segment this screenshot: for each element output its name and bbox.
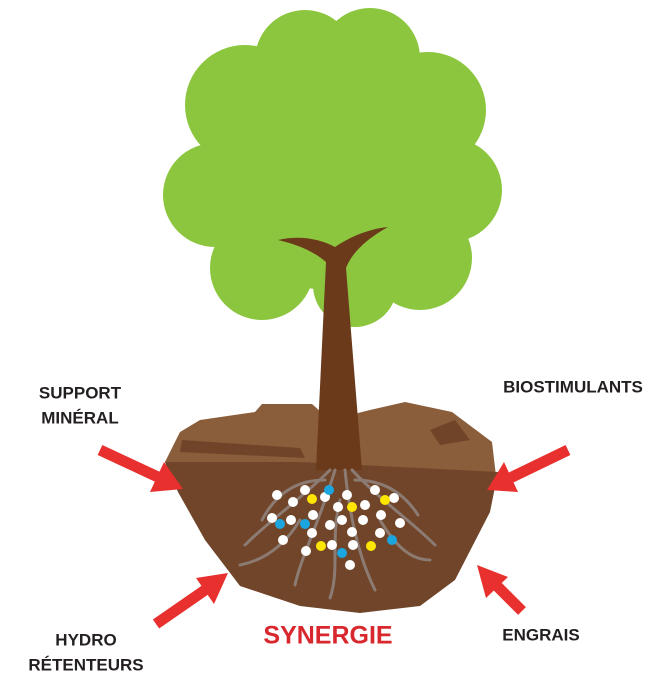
label-support: SUPPORT	[39, 383, 122, 402]
label-retenteurs: RÉTENTEURS	[28, 655, 143, 674]
label-engrais: ENGRAIS	[502, 625, 579, 644]
label-hydro: HYDRO	[55, 630, 116, 649]
label-biostimulants: BIOSTIMULANTS	[503, 377, 643, 396]
arrow-hydro	[156, 573, 228, 624]
arrow-biostimulants	[487, 450, 568, 492]
diagram: SUPPORT MINÉRAL BIOSTIMULANTS HYDRO RÉTE…	[0, 0, 665, 679]
arrow-engrais	[477, 565, 522, 611]
label-synergie: SYNERGIE	[263, 622, 392, 650]
label-mineral: MINÉRAL	[41, 408, 118, 427]
page: SUPPORT MINÉRAL BIOSTIMULANTS HYDRO RÉTE…	[0, 0, 665, 679]
